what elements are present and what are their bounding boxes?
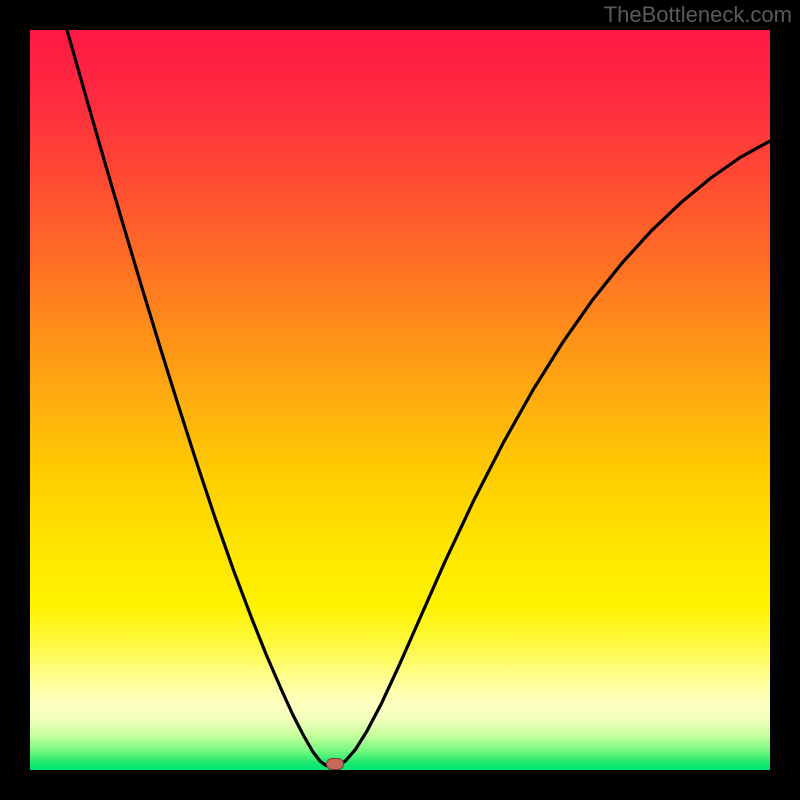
watermark-text: TheBottleneck.com [604, 2, 792, 28]
optimum-marker [326, 758, 344, 770]
chart-container: TheBottleneck.com [0, 0, 800, 800]
plot-area [30, 30, 770, 770]
bottleneck-curve [30, 30, 770, 770]
